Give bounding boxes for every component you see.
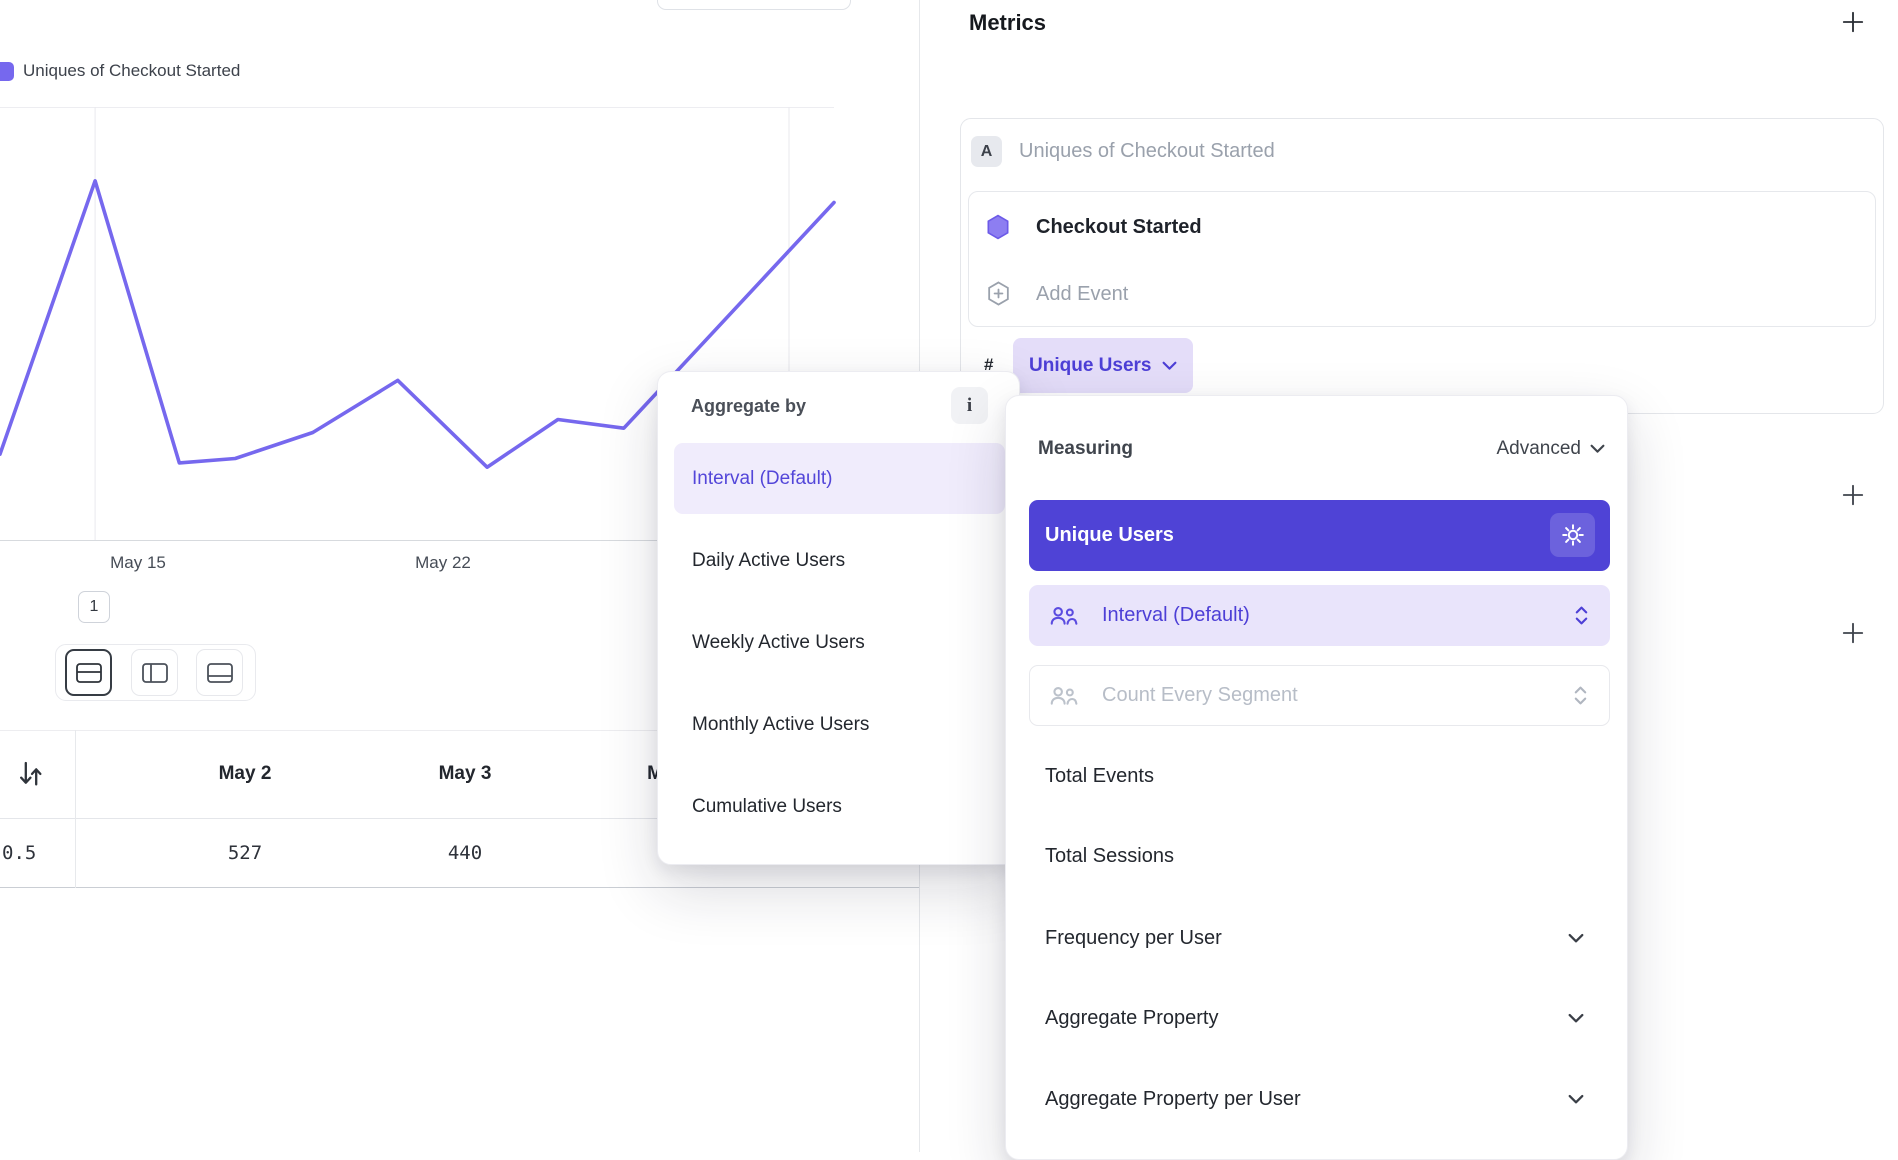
add-section-button[interactable] [1838, 619, 1868, 649]
chart-line [0, 179, 836, 470]
users-icon [1050, 686, 1078, 705]
users-icon [1050, 606, 1078, 625]
measuring-aggregate-label: Interval (Default) [1102, 604, 1250, 626]
measuring-option-total-events[interactable]: Total Events [1029, 746, 1610, 806]
measuring-option-aggregate-property[interactable]: Aggregate Property [1029, 988, 1610, 1048]
table-header-border [0, 818, 919, 819]
layout-toggle-group [55, 644, 256, 701]
add-section-button[interactable] [1838, 481, 1868, 511]
layout-columns-button[interactable] [131, 649, 178, 696]
chevron-down-icon [1568, 1094, 1584, 1105]
option-label: Aggregate Property [1045, 1006, 1219, 1029]
layout-bottom-panel-button[interactable] [196, 649, 243, 696]
split-rows-icon [75, 662, 102, 683]
chevron-down-icon [1568, 1013, 1584, 1024]
measuring-segment-select[interactable]: Count Every Segment [1029, 665, 1610, 726]
x-axis-tick: May 22 [415, 553, 471, 572]
option-label: Aggregate Property per User [1045, 1087, 1301, 1110]
line-chart: May 15 May 22 [0, 107, 836, 587]
metric-title-field[interactable]: Uniques of Checkout Started [1019, 140, 1275, 162]
measure-type-symbol: # [984, 355, 994, 374]
sort-icon [18, 759, 44, 789]
metric-letter-badge: A [971, 136, 1002, 167]
event-card: Checkout Started Add Event [968, 191, 1876, 327]
measuring-selected-label: Unique Users [1045, 524, 1174, 546]
column-header: May 3 [438, 763, 492, 784]
gear-icon [1561, 523, 1585, 547]
plus-icon [1840, 482, 1866, 508]
measuring-option-frequency-per-user[interactable]: Frequency per User [1029, 908, 1610, 968]
measure-selector[interactable]: Unique Users [1013, 338, 1194, 393]
x-axis-tick: May 15 [110, 553, 166, 572]
column-header: May 2 [218, 763, 272, 784]
bottom-panel-icon [206, 662, 233, 683]
split-columns-icon [141, 662, 168, 683]
option-label: Total Events [1045, 764, 1154, 787]
add-metric-button[interactable] [1838, 8, 1868, 38]
measure-selector-label: Unique Users [1029, 354, 1152, 376]
table-top-border [0, 730, 919, 731]
measuring-menu: Measuring Advanced Unique Users [1005, 395, 1628, 1160]
table-row-border [0, 887, 919, 888]
aggregate-option-mau[interactable]: Monthly Active Users [692, 714, 870, 735]
chevron-down-icon [1162, 361, 1177, 371]
aggregate-option-dau[interactable]: Daily Active Users [692, 550, 846, 571]
plus-icon [1840, 9, 1866, 35]
measuring-option-aggregate-property-per-user[interactable]: Aggregate Property per User [1029, 1069, 1610, 1129]
measuring-aggregate-select[interactable]: Interval (Default) [1029, 585, 1610, 646]
measuring-segment-label: Count Every Segment [1102, 684, 1298, 706]
aggregate-option-cumulative[interactable]: Cumulative Users [692, 796, 842, 817]
event-name[interactable]: Checkout Started [1036, 216, 1202, 238]
sort-button[interactable] [12, 756, 50, 794]
event-hexagon-icon [984, 213, 1012, 241]
layout-rows-button[interactable] [65, 649, 112, 696]
row-label-fragment: 0.5 [2, 842, 37, 864]
table-column-divider [75, 730, 76, 888]
series-count-badge[interactable]: 1 [78, 591, 110, 623]
table-cell: 527 [227, 842, 263, 864]
add-event-button[interactable]: Add Event [1036, 283, 1129, 305]
aggregate-option-interval[interactable]: Interval (Default) [674, 443, 1005, 514]
option-label: Frequency per User [1045, 926, 1222, 949]
aggregate-by-menu: Aggregate by i Interval (Default) Daily … [657, 371, 1020, 865]
measuring-mode-label: Advanced [1496, 438, 1581, 459]
aggregate-option-wau[interactable]: Weekly Active Users [692, 632, 865, 653]
legend-label: Uniques of Checkout Started [23, 61, 241, 80]
option-label: Total Sessions [1045, 844, 1174, 867]
metric-card: A Uniques of Checkout Started Checkout S… [960, 118, 1884, 414]
measuring-mode-select[interactable]: Advanced [1496, 438, 1605, 460]
aggregate-menu-title: Aggregate by [691, 396, 807, 416]
add-event-icon [985, 280, 1012, 307]
legend-swatch [0, 61, 14, 81]
up-down-chevron-icon [1574, 685, 1587, 706]
toolbar-button-fragment[interactable] [657, 0, 851, 10]
table-cell: 440 [447, 842, 483, 864]
up-down-chevron-icon [1575, 605, 1588, 626]
chevron-down-icon [1590, 444, 1605, 454]
measuring-settings-button[interactable] [1550, 513, 1595, 557]
measuring-option-unique-users[interactable]: Unique Users [1029, 500, 1610, 571]
measuring-menu-title: Measuring [1038, 438, 1134, 459]
measuring-option-total-sessions[interactable]: Total Sessions [1029, 826, 1610, 886]
chart-legend: Uniques of Checkout Started [0, 60, 240, 82]
aggregate-info-button[interactable]: i [951, 387, 988, 424]
plus-icon [1840, 620, 1866, 646]
chevron-down-icon [1568, 933, 1584, 944]
metrics-panel-title: Metrics [969, 10, 1047, 35]
